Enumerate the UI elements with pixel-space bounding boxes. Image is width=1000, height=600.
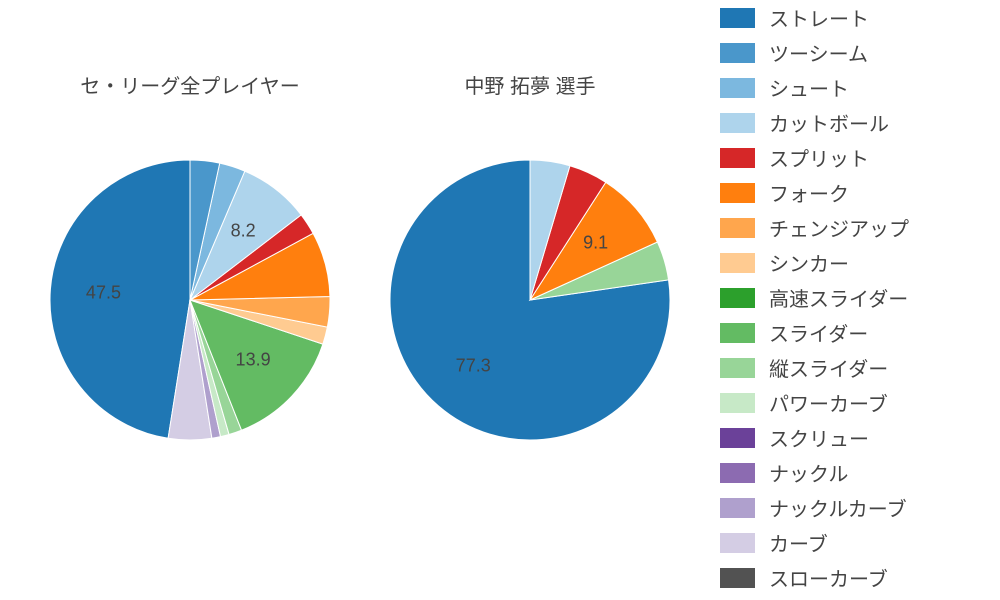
legend-swatch bbox=[720, 183, 755, 203]
legend-swatch bbox=[720, 393, 755, 413]
legend-item: シンカー bbox=[720, 245, 990, 280]
legend-item: パワーカーブ bbox=[720, 385, 990, 420]
legend-item: チェンジアップ bbox=[720, 210, 990, 245]
pie-slice-label: 8.2 bbox=[231, 221, 256, 242]
legend-label: パワーカーブ bbox=[769, 388, 888, 417]
legend-label: スローカーブ bbox=[769, 563, 888, 592]
legend-swatch bbox=[720, 288, 755, 308]
legend-swatch bbox=[720, 323, 755, 343]
pie-slice-label: 9.1 bbox=[583, 233, 608, 254]
legend-item: カーブ bbox=[720, 525, 990, 560]
legend-swatch bbox=[720, 568, 755, 588]
legend-label: カットボール bbox=[769, 108, 889, 137]
legend-item: スローカーブ bbox=[720, 560, 990, 595]
legend-label: チェンジアップ bbox=[769, 213, 909, 242]
legend-label: スライダー bbox=[769, 318, 868, 347]
pie-slice-label: 77.3 bbox=[456, 355, 491, 376]
legend-swatch bbox=[720, 428, 755, 448]
legend-item: ストレート bbox=[720, 0, 990, 35]
legend-swatch bbox=[720, 113, 755, 133]
legend-item: 高速スライダー bbox=[720, 280, 990, 315]
legend-label: シンカー bbox=[769, 248, 849, 277]
legend-swatch bbox=[720, 463, 755, 483]
legend-label: シュート bbox=[769, 73, 849, 102]
legend-item: スライダー bbox=[720, 315, 990, 350]
legend-item: カットボール bbox=[720, 105, 990, 140]
legend-item: ツーシーム bbox=[720, 35, 990, 70]
legend-label: カーブ bbox=[769, 528, 828, 557]
legend-swatch bbox=[720, 43, 755, 63]
pie-slice-label: 47.5 bbox=[86, 283, 121, 304]
legend-item: フォーク bbox=[720, 175, 990, 210]
legend-swatch bbox=[720, 78, 755, 98]
legend-label: ツーシーム bbox=[769, 38, 868, 67]
legend-label: フォーク bbox=[769, 178, 849, 207]
legend-swatch bbox=[720, 253, 755, 273]
legend-swatch bbox=[720, 148, 755, 168]
legend-label: スクリュー bbox=[769, 423, 869, 452]
legend-item: ナックルカーブ bbox=[720, 490, 990, 525]
pie-slice-label: 13.9 bbox=[236, 349, 271, 370]
legend-label: ナックルカーブ bbox=[769, 493, 907, 522]
legend-item: スプリット bbox=[720, 140, 990, 175]
legend-swatch bbox=[720, 533, 755, 553]
legend-item: スクリュー bbox=[720, 420, 990, 455]
legend-swatch bbox=[720, 8, 755, 28]
legend-swatch bbox=[720, 218, 755, 238]
legend: ストレートツーシームシュートカットボールスプリットフォークチェンジアップシンカー… bbox=[720, 0, 990, 595]
legend-label: 縦スライダー bbox=[769, 353, 888, 382]
chart-container: セ・リーグ全プレイヤー 中野 拓夢 選手 47.513.98.277.39.1 … bbox=[0, 0, 1000, 600]
legend-swatch bbox=[720, 498, 755, 518]
legend-label: ナックル bbox=[769, 458, 848, 487]
legend-item: ナックル bbox=[720, 455, 990, 490]
legend-item: シュート bbox=[720, 70, 990, 105]
legend-label: 高速スライダー bbox=[769, 283, 908, 312]
legend-label: ストレート bbox=[769, 3, 869, 32]
legend-swatch bbox=[720, 358, 755, 378]
legend-label: スプリット bbox=[769, 143, 869, 172]
legend-item: 縦スライダー bbox=[720, 350, 990, 385]
